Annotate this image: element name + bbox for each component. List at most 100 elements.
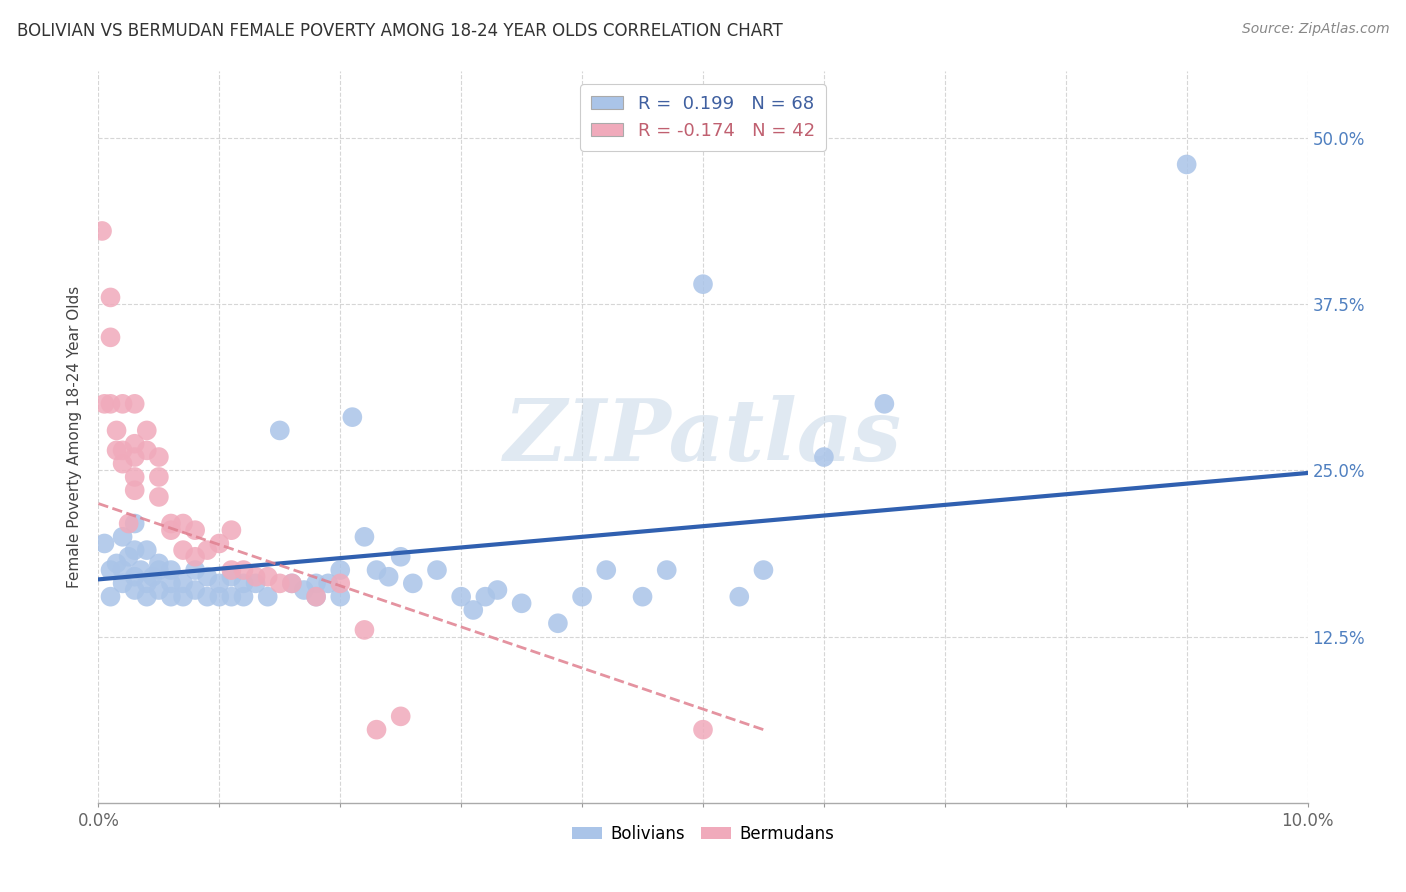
Point <box>353 530 375 544</box>
Point <box>135 443 157 458</box>
Point <box>873 397 896 411</box>
Point <box>752 563 775 577</box>
Point <box>474 590 496 604</box>
Point <box>221 523 243 537</box>
Point <box>100 590 122 604</box>
Point <box>208 590 231 604</box>
Text: ZIPatlas: ZIPatlas <box>503 395 903 479</box>
Point <box>366 563 388 577</box>
Point <box>118 516 141 531</box>
Point <box>160 576 183 591</box>
Point <box>232 563 254 577</box>
Point <box>172 516 194 531</box>
Point <box>281 576 304 591</box>
Point <box>148 582 170 597</box>
Point <box>1175 157 1198 171</box>
Point <box>148 450 170 464</box>
Point <box>316 576 339 591</box>
Point <box>111 457 134 471</box>
Text: Source: ZipAtlas.com: Source: ZipAtlas.com <box>1241 22 1389 37</box>
Point <box>450 590 472 604</box>
Point <box>292 582 315 597</box>
Point <box>100 330 122 344</box>
Point <box>184 582 207 597</box>
Point <box>111 443 134 458</box>
Text: BOLIVIAN VS BERMUDAN FEMALE POVERTY AMONG 18-24 YEAR OLDS CORRELATION CHART: BOLIVIAN VS BERMUDAN FEMALE POVERTY AMON… <box>17 22 783 40</box>
Point <box>148 470 170 484</box>
Point <box>93 397 115 411</box>
Point <box>245 570 267 584</box>
Point <box>124 436 146 450</box>
Point <box>389 549 412 564</box>
Point <box>195 590 218 604</box>
Point <box>692 723 714 737</box>
Point <box>111 530 134 544</box>
Point <box>281 576 304 591</box>
Point <box>377 570 399 584</box>
Point <box>631 590 654 604</box>
Point <box>135 424 157 438</box>
Point <box>172 576 194 591</box>
Point <box>124 543 146 558</box>
Point <box>160 523 183 537</box>
Point <box>208 576 231 591</box>
Point <box>148 490 170 504</box>
Point <box>100 397 122 411</box>
Point <box>463 603 485 617</box>
Point <box>269 424 291 438</box>
Point <box>269 576 291 591</box>
Point <box>142 570 165 584</box>
Point <box>135 590 157 604</box>
Point <box>111 563 134 577</box>
Point <box>232 590 254 604</box>
Point <box>329 590 352 604</box>
Point <box>426 563 449 577</box>
Point <box>221 590 243 604</box>
Point <box>129 563 152 577</box>
Point <box>655 563 678 577</box>
Point <box>160 590 183 604</box>
Point <box>486 582 509 597</box>
Point <box>221 570 243 584</box>
Point <box>172 543 194 558</box>
Point <box>160 516 183 531</box>
Point <box>105 424 128 438</box>
Point <box>366 723 388 737</box>
Point <box>124 582 146 597</box>
Y-axis label: Female Poverty Among 18-24 Year Olds: Female Poverty Among 18-24 Year Olds <box>67 286 83 588</box>
Point <box>389 709 412 723</box>
Point <box>124 470 146 484</box>
Legend: Bolivians, Bermudans: Bolivians, Bermudans <box>565 818 841 849</box>
Point <box>124 483 146 498</box>
Point <box>305 590 328 604</box>
Point <box>105 557 128 571</box>
Point <box>111 576 134 591</box>
Point <box>595 563 617 577</box>
Point <box>221 563 243 577</box>
Point <box>245 576 267 591</box>
Point <box>402 576 425 591</box>
Point <box>160 563 183 577</box>
Point <box>135 576 157 591</box>
Point <box>148 557 170 571</box>
Point <box>100 563 122 577</box>
Point <box>135 543 157 558</box>
Point <box>91 224 114 238</box>
Point <box>124 516 146 531</box>
Point <box>232 576 254 591</box>
Point <box>329 576 352 591</box>
Point <box>100 290 122 304</box>
Point <box>547 616 569 631</box>
Point <box>571 590 593 604</box>
Point <box>305 576 328 591</box>
Point <box>510 596 533 610</box>
Point <box>728 590 751 604</box>
Point <box>124 397 146 411</box>
Point <box>172 590 194 604</box>
Point <box>195 570 218 584</box>
Point <box>195 543 218 558</box>
Point <box>184 563 207 577</box>
Point <box>124 570 146 584</box>
Point <box>353 623 375 637</box>
Point <box>118 549 141 564</box>
